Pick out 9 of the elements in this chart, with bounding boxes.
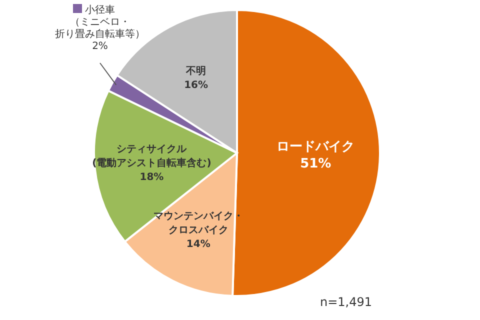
data-label: 51% bbox=[300, 156, 332, 172]
data-label: 2% bbox=[92, 41, 108, 52]
data-label: 16% bbox=[184, 80, 208, 92]
slice-label: ロードバイク bbox=[276, 139, 355, 154]
data-label: 18% bbox=[140, 172, 164, 183]
legend-label: 小径車（ミニベロ・折り畳み自転車等） bbox=[55, 4, 145, 40]
text: n=1,491 bbox=[320, 295, 372, 309]
data-label: 14% bbox=[186, 239, 210, 250]
slice-label: 不明 bbox=[185, 65, 206, 78]
